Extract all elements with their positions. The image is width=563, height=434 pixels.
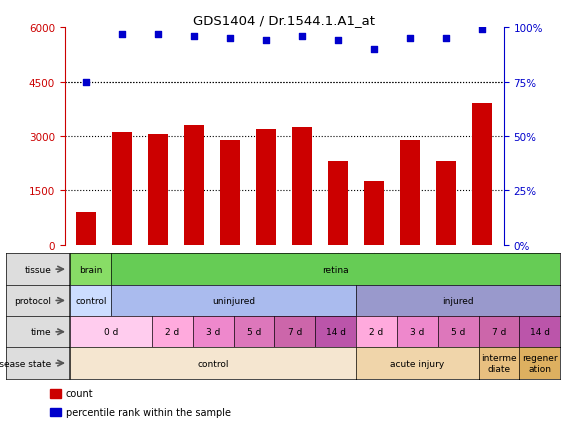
Bar: [77, 213, 96, 245]
Bar: [256, 129, 276, 245]
Bar: [185, 126, 204, 245]
Text: percentile rank within the sample: percentile rank within the sample: [66, 407, 231, 417]
Text: retina: retina: [323, 265, 349, 274]
Text: protocol: protocol: [15, 296, 51, 305]
Point: [334, 38, 343, 45]
Title: GDS1404 / Dr.1544.1.A1_at: GDS1404 / Dr.1544.1.A1_at: [193, 14, 376, 27]
Point: [154, 31, 163, 38]
Point: [82, 79, 91, 86]
Bar: [436, 162, 456, 245]
Point: [442, 36, 451, 43]
Bar: [149, 135, 168, 245]
Text: 5 d: 5 d: [451, 328, 466, 336]
Text: 5 d: 5 d: [247, 328, 261, 336]
Bar: [364, 182, 384, 245]
Point: [406, 36, 415, 43]
Text: regener
ation: regener ation: [522, 354, 557, 373]
Bar: [50, 389, 61, 398]
Text: 7 d: 7 d: [288, 328, 302, 336]
Point: [262, 38, 271, 45]
Text: 14 d: 14 d: [325, 328, 346, 336]
Point: [298, 33, 307, 40]
Point: [226, 36, 235, 43]
Bar: [292, 128, 312, 245]
Text: tissue: tissue: [25, 265, 51, 274]
Text: disease state: disease state: [0, 359, 51, 368]
Text: acute injury: acute injury: [390, 359, 444, 368]
Text: interme
diate: interme diate: [481, 354, 517, 373]
Text: count: count: [66, 388, 93, 398]
Point: [478, 27, 487, 34]
Point: [118, 31, 127, 38]
Text: brain: brain: [79, 265, 102, 274]
Bar: [50, 408, 61, 417]
Text: 2 d: 2 d: [166, 328, 180, 336]
Text: 3 d: 3 d: [206, 328, 221, 336]
Bar: [328, 162, 348, 245]
Point: [190, 33, 199, 40]
Text: 0 d: 0 d: [104, 328, 118, 336]
Text: 2 d: 2 d: [369, 328, 383, 336]
Text: control: control: [75, 296, 106, 305]
Text: 7 d: 7 d: [491, 328, 506, 336]
Text: uninjured: uninjured: [212, 296, 255, 305]
Text: 3 d: 3 d: [410, 328, 425, 336]
Bar: [113, 133, 132, 245]
Bar: [400, 140, 420, 245]
Text: 14 d: 14 d: [530, 328, 550, 336]
Text: time: time: [31, 328, 51, 336]
Point: [370, 46, 379, 53]
Text: injured: injured: [443, 296, 474, 305]
Text: control: control: [198, 359, 229, 368]
Bar: [221, 140, 240, 245]
Bar: [472, 104, 492, 245]
